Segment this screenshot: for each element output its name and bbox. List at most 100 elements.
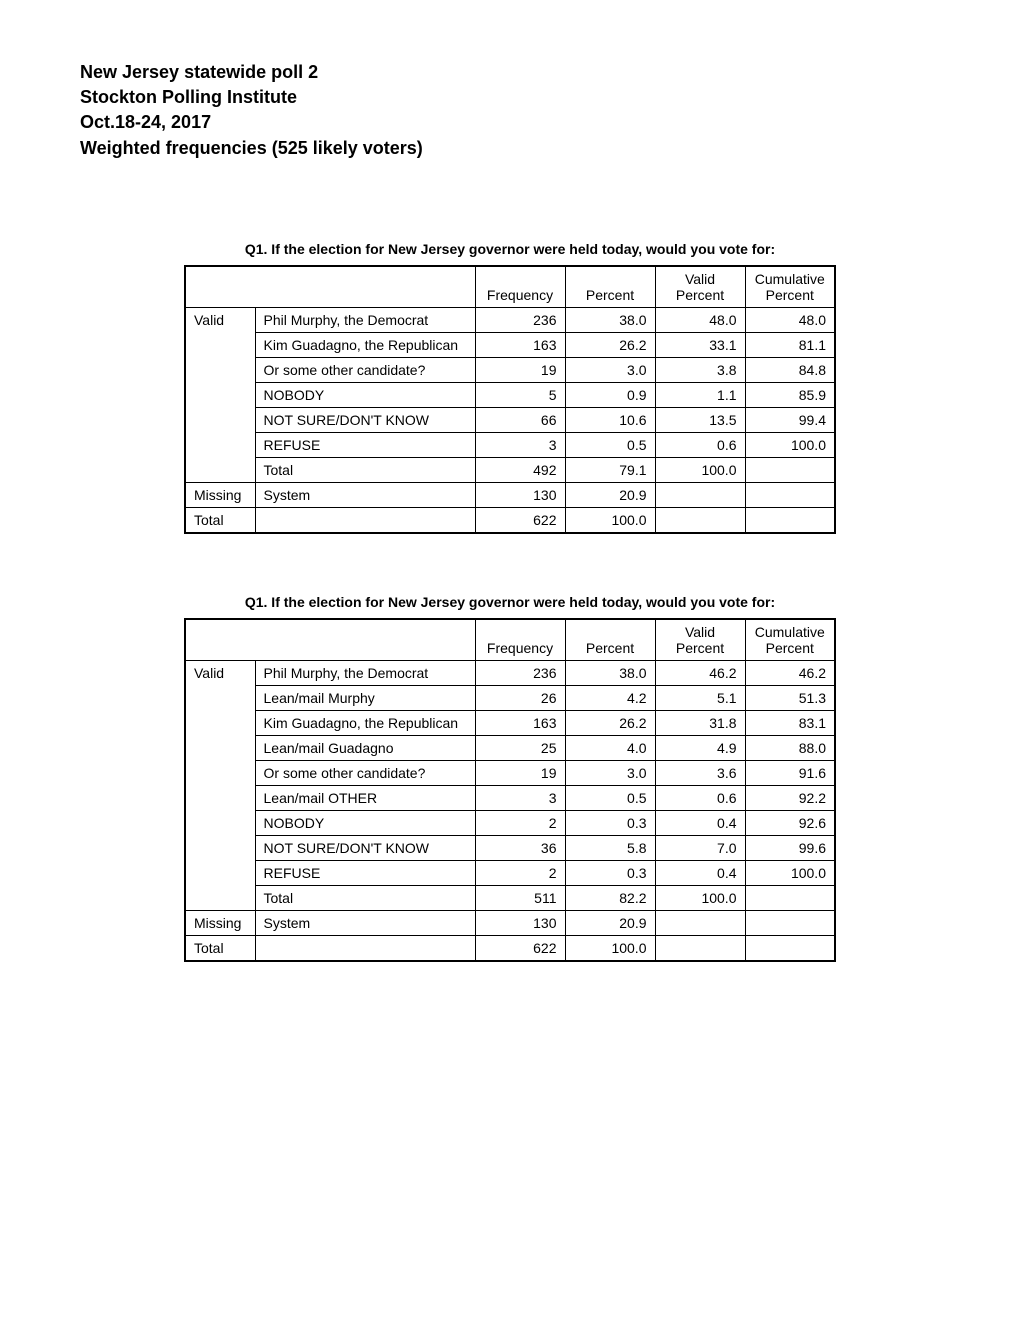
- row-label: System: [255, 910, 475, 935]
- table-row: Total 622 100.0: [185, 507, 835, 533]
- col-frequency: Frequency: [475, 619, 565, 661]
- cell-vpct: [655, 507, 745, 533]
- cell-cpct: 51.3: [745, 685, 835, 710]
- table-row: Total 511 82.2 100.0: [185, 885, 835, 910]
- cell-freq: 36: [475, 835, 565, 860]
- cell-cpct: 85.9: [745, 382, 835, 407]
- header-line: New Jersey statewide poll 2: [80, 60, 940, 85]
- cell-cpct: 48.0: [745, 307, 835, 332]
- table-row: REFUSE 2 0.3 0.4 100.0: [185, 860, 835, 885]
- cell-freq: 511: [475, 885, 565, 910]
- cell-cpct: 92.6: [745, 810, 835, 835]
- table-row: Valid Phil Murphy, the Democrat 236 38.0…: [185, 307, 835, 332]
- cell-vpct: 0.6: [655, 785, 745, 810]
- cell-cpct: 99.4: [745, 407, 835, 432]
- row-label: Total: [255, 885, 475, 910]
- row-label: Phil Murphy, the Democrat: [255, 307, 475, 332]
- cell-vpct: 48.0: [655, 307, 745, 332]
- group-missing: Missing: [185, 482, 255, 507]
- table-row: Lean/mail Murphy 26 4.2 5.1 51.3: [185, 685, 835, 710]
- row-label: Lean/mail Murphy: [255, 685, 475, 710]
- table-row: NOBODY 2 0.3 0.4 92.6: [185, 810, 835, 835]
- row-label: Or some other candidate?: [255, 357, 475, 382]
- cell-pct: 79.1: [565, 457, 655, 482]
- row-label: NOBODY: [255, 810, 475, 835]
- group-total: Total: [185, 935, 255, 961]
- table-row: REFUSE 3 0.5 0.6 100.0: [185, 432, 835, 457]
- cell-cpct: [745, 885, 835, 910]
- cell-cpct: 92.2: [745, 785, 835, 810]
- group-total: Total: [185, 507, 255, 533]
- cell-freq: 19: [475, 760, 565, 785]
- q1-table-2-title: Q1. If the election for New Jersey gover…: [80, 594, 940, 610]
- cell-vpct: 13.5: [655, 407, 745, 432]
- cell-freq: 2: [475, 860, 565, 885]
- row-label: REFUSE: [255, 432, 475, 457]
- cell-pct: 26.2: [565, 332, 655, 357]
- cell-pct: 100.0: [565, 935, 655, 961]
- document-header: New Jersey statewide poll 2 Stockton Pol…: [80, 60, 940, 161]
- cell-vpct: 4.9: [655, 735, 745, 760]
- group-missing: Missing: [185, 910, 255, 935]
- cell-pct: 4.2: [565, 685, 655, 710]
- cell-cpct: [745, 935, 835, 961]
- cell-vpct: 3.6: [655, 760, 745, 785]
- table-row: Kim Guadagno, the Republican 163 26.2 33…: [185, 332, 835, 357]
- cell-cpct: 81.1: [745, 332, 835, 357]
- cell-freq: 3: [475, 432, 565, 457]
- table-row: Lean/mail OTHER 3 0.5 0.6 92.2: [185, 785, 835, 810]
- cell-vpct: 0.4: [655, 860, 745, 885]
- col-valid-percent: ValidPercent: [655, 619, 745, 661]
- q1-table-1: Frequency Percent ValidPercent Cumulativ…: [184, 265, 836, 534]
- row-label: [255, 935, 475, 961]
- table-row: Or some other candidate? 19 3.0 3.6 91.6: [185, 760, 835, 785]
- table-row: NOBODY 5 0.9 1.1 85.9: [185, 382, 835, 407]
- cell-freq: 19: [475, 357, 565, 382]
- cell-freq: 25: [475, 735, 565, 760]
- cell-vpct: 31.8: [655, 710, 745, 735]
- cell-pct: 26.2: [565, 710, 655, 735]
- cell-freq: 66: [475, 407, 565, 432]
- group-valid: Valid: [185, 307, 255, 482]
- row-label: Phil Murphy, the Democrat: [255, 660, 475, 685]
- cell-pct: 38.0: [565, 660, 655, 685]
- cell-cpct: 88.0: [745, 735, 835, 760]
- cell-freq: 130: [475, 482, 565, 507]
- cell-cpct: 84.8: [745, 357, 835, 382]
- cell-vpct: [655, 910, 745, 935]
- cell-freq: 236: [475, 307, 565, 332]
- cell-freq: 130: [475, 910, 565, 935]
- blank-header: [185, 619, 475, 661]
- cell-pct: 0.3: [565, 810, 655, 835]
- col-percent: Percent: [565, 619, 655, 661]
- cell-freq: 26: [475, 685, 565, 710]
- cell-pct: 3.0: [565, 760, 655, 785]
- table-row: Valid Phil Murphy, the Democrat 236 38.0…: [185, 660, 835, 685]
- header-line: Weighted frequencies (525 likely voters): [80, 136, 940, 161]
- cell-cpct: [745, 910, 835, 935]
- cell-pct: 10.6: [565, 407, 655, 432]
- cell-pct: 0.3: [565, 860, 655, 885]
- header-line: Stockton Polling Institute: [80, 85, 940, 110]
- row-label: NOBODY: [255, 382, 475, 407]
- table-row: Kim Guadagno, the Republican 163 26.2 31…: [185, 710, 835, 735]
- cell-pct: 3.0: [565, 357, 655, 382]
- row-label: Or some other candidate?: [255, 760, 475, 785]
- cell-vpct: 100.0: [655, 457, 745, 482]
- cell-vpct: 0.4: [655, 810, 745, 835]
- q1-table-2-section: Q1. If the election for New Jersey gover…: [80, 594, 940, 962]
- row-label: NOT SURE/DON'T KNOW: [255, 407, 475, 432]
- q1-table-2: Frequency Percent ValidPercent Cumulativ…: [184, 618, 836, 962]
- col-cumulative-percent: CumulativePercent: [745, 266, 835, 308]
- cell-freq: 5: [475, 382, 565, 407]
- cell-pct: 0.5: [565, 432, 655, 457]
- cell-vpct: [655, 935, 745, 961]
- cell-freq: 236: [475, 660, 565, 685]
- col-cumulative-percent: CumulativePercent: [745, 619, 835, 661]
- row-label: Kim Guadagno, the Republican: [255, 710, 475, 735]
- group-valid: Valid: [185, 660, 255, 910]
- col-percent: Percent: [565, 266, 655, 308]
- row-label: NOT SURE/DON'T KNOW: [255, 835, 475, 860]
- cell-vpct: [655, 482, 745, 507]
- cell-cpct: 46.2: [745, 660, 835, 685]
